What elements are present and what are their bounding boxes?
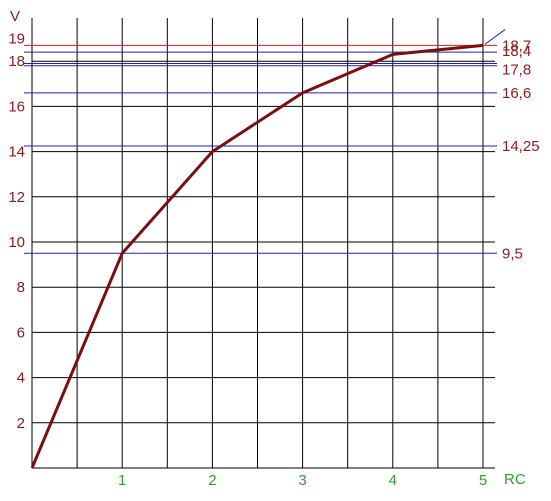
y-tick-label: 19 — [8, 31, 25, 48]
reference-lines: 18,718,4 17,8 16,6 14,25 9,5 — [24, 29, 540, 262]
y-tick-label: 12 — [8, 189, 25, 206]
y-tick-label: 8 — [17, 279, 25, 296]
series — [30, 43, 484, 469]
x-axis-title: RC — [504, 471, 526, 488]
y-tick-label: 4 — [17, 370, 25, 387]
y-tick-label: 10 — [8, 234, 25, 251]
x-tick-label: 3 — [298, 472, 306, 489]
label-connector — [484, 29, 506, 45]
x-tick-label: 5 — [479, 472, 487, 489]
reference-label: 18,7 — [502, 37, 531, 54]
series-line — [30, 43, 484, 469]
y-tick-label: 14 — [8, 144, 25, 161]
y-tick-label: 6 — [17, 324, 25, 341]
y-tick-label: 2 — [17, 415, 25, 432]
x-tick-label: 4 — [389, 472, 397, 489]
reference-label: 18,4 — [502, 43, 531, 60]
x-tick-label: 2 — [208, 472, 216, 489]
y-tick-label: 16 — [8, 98, 25, 115]
reference-label: 9,5 — [502, 245, 523, 262]
y-axis-title: V — [10, 8, 20, 25]
x-tick-label: 1 — [118, 472, 126, 489]
grid — [31, 18, 495, 469]
reference-label: 16,6 — [502, 85, 531, 102]
reference-label: 14,25 — [502, 138, 540, 155]
reference-label: 17,8 — [502, 62, 531, 79]
y-tick-label: 18 — [8, 53, 25, 70]
